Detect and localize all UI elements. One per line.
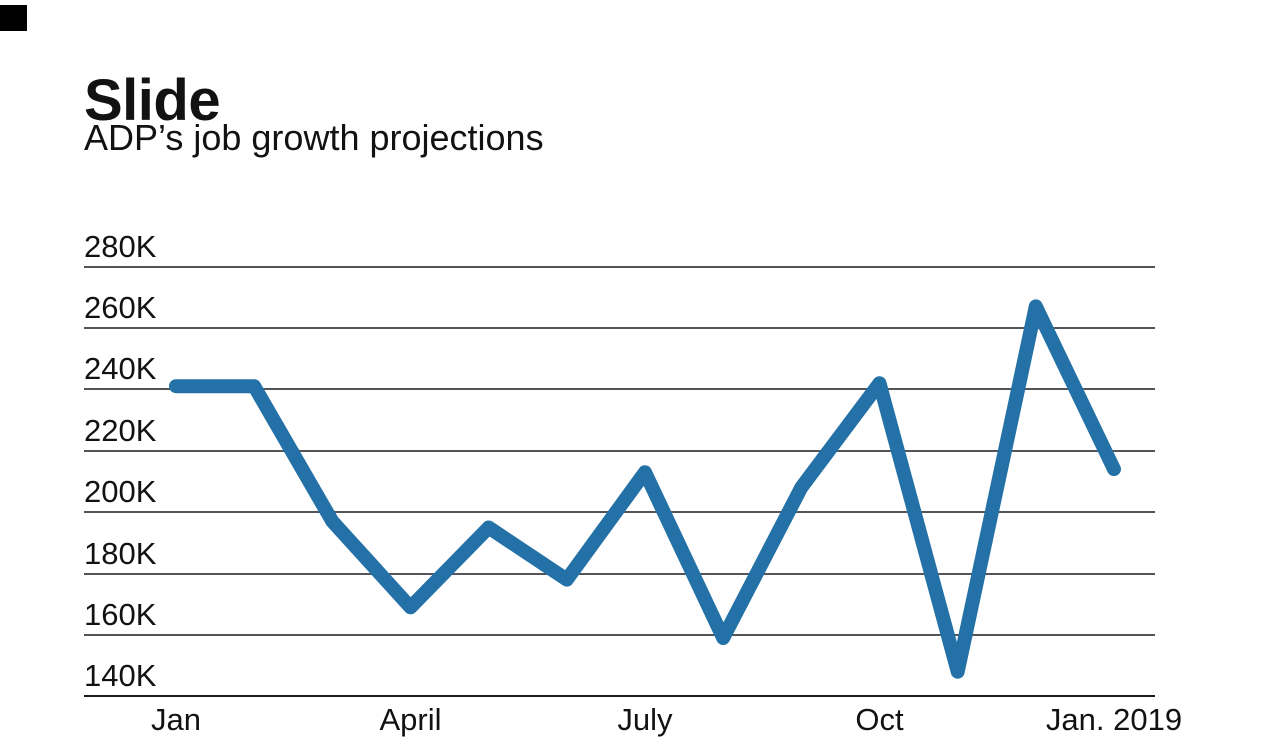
gridline-220K (84, 449, 1155, 452)
y-axis-tick-label: 280K (84, 228, 157, 264)
y-axis-tick-label: 240K (84, 351, 157, 387)
plot-area: 280K 260K 240K 220K 200K 180K 160K 140K Jan Apri… (84, 228, 1182, 735)
y-axis-tick-label: 220K (84, 412, 157, 448)
chart-subtitle: ADP’s job growth projections (84, 117, 544, 158)
y-axis-tick-label: 180K (84, 535, 157, 571)
chart-title: Slide (84, 67, 221, 133)
job-growth-line (169, 299, 1121, 679)
y-axis-tick-label: 160K (84, 596, 157, 632)
y-axis-tick-label: 200K (84, 474, 157, 510)
gridline-180K (84, 572, 1155, 575)
y-axis-tick-label: 140K (84, 658, 157, 694)
gridline-160K (84, 633, 1155, 636)
gridline-140K (84, 695, 1155, 698)
gridline-280K (84, 265, 1155, 268)
gridline-240K (84, 388, 1155, 391)
y-axis-tick-label: 260K (84, 289, 157, 325)
corner-black-mark (0, 5, 27, 31)
line-layer (169, 299, 1121, 679)
gridline-260K (84, 326, 1155, 329)
